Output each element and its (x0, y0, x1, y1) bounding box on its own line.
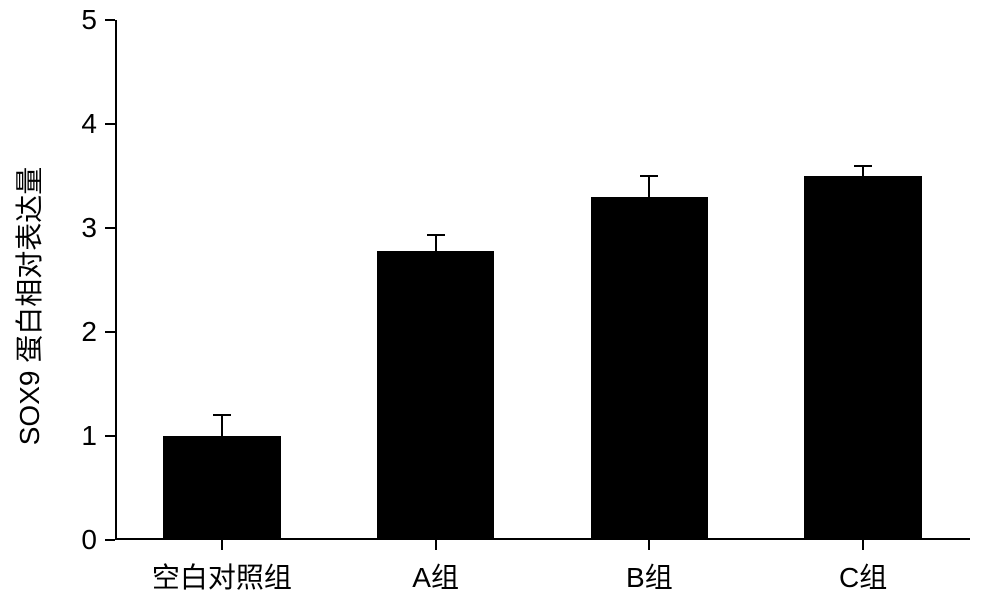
bar (377, 251, 495, 540)
y-axis-title: SOX9 蛋白相对表达量 (8, 166, 48, 444)
error-bar (221, 415, 223, 457)
x-tick-label: C组 (839, 540, 887, 596)
x-tick-label: B组 (626, 540, 673, 596)
error-cap (640, 175, 658, 177)
bar-chart: SOX9 蛋白相对表达量 012345空白对照组A组B组C组 (0, 0, 1000, 611)
y-tick-label: 2 (81, 316, 115, 348)
error-cap (427, 265, 445, 267)
error-bar (862, 166, 864, 187)
y-tick-label: 0 (81, 524, 115, 556)
error-bar (435, 235, 437, 266)
x-tick-label: 空白对照组 (152, 540, 292, 596)
error-cap (213, 456, 231, 458)
y-axis (115, 20, 117, 540)
error-cap (640, 217, 658, 219)
y-tick-label: 3 (81, 212, 115, 244)
plot-area: 012345空白对照组A组B组C组 (115, 20, 970, 540)
x-tick-label: A组 (412, 540, 459, 596)
y-tick-label: 5 (81, 4, 115, 36)
error-bar (648, 176, 650, 218)
error-cap (854, 185, 872, 187)
y-tick-label: 4 (81, 108, 115, 140)
error-cap (854, 165, 872, 167)
error-cap (213, 414, 231, 416)
y-tick-label: 1 (81, 420, 115, 452)
error-cap (427, 234, 445, 236)
bar (804, 176, 922, 540)
bar (591, 197, 709, 540)
